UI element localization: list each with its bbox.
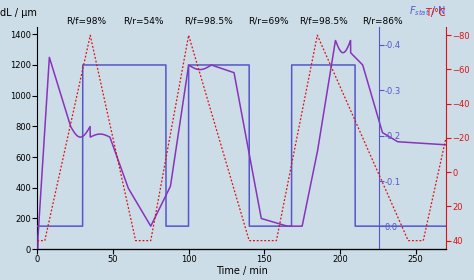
Text: R/r=54%: R/r=54% <box>123 17 164 25</box>
Text: T/°C: T/°C <box>425 8 446 18</box>
Text: R/r=86%: R/r=86% <box>362 17 403 25</box>
X-axis label: Time / min: Time / min <box>216 266 267 276</box>
Text: R/f=98%: R/f=98% <box>66 17 106 25</box>
Text: R/r=69%: R/r=69% <box>248 17 289 25</box>
Text: $F_{stat}$ / N: $F_{stat}$ / N <box>409 4 446 18</box>
Text: dL / μm: dL / μm <box>0 8 37 18</box>
Text: R/f=98.5%: R/f=98.5% <box>299 17 348 25</box>
Text: R/f=98.5%: R/f=98.5% <box>184 17 233 25</box>
